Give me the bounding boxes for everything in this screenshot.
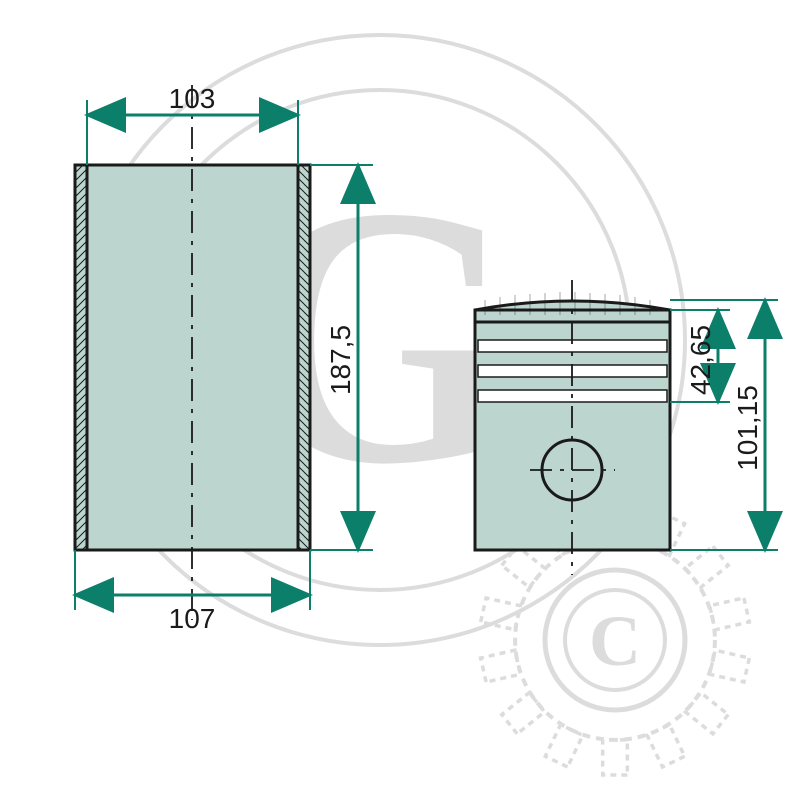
dim-ring-depth: 42,65 [685, 325, 716, 395]
piston [475, 280, 670, 575]
piston-dim-ring-depth: 42,65 [670, 310, 730, 402]
dim-outer-dia: 107 [169, 603, 216, 634]
dim-piston-height: 101,15 [732, 385, 763, 471]
wm-gear-letter: C [589, 601, 641, 681]
technical-drawing: G C 103 107 187,5 [0, 0, 800, 800]
dim-inner-dia: 103 [169, 83, 216, 114]
dim-cyl-height: 187,5 [325, 325, 356, 395]
cylinder-liner [75, 85, 310, 620]
